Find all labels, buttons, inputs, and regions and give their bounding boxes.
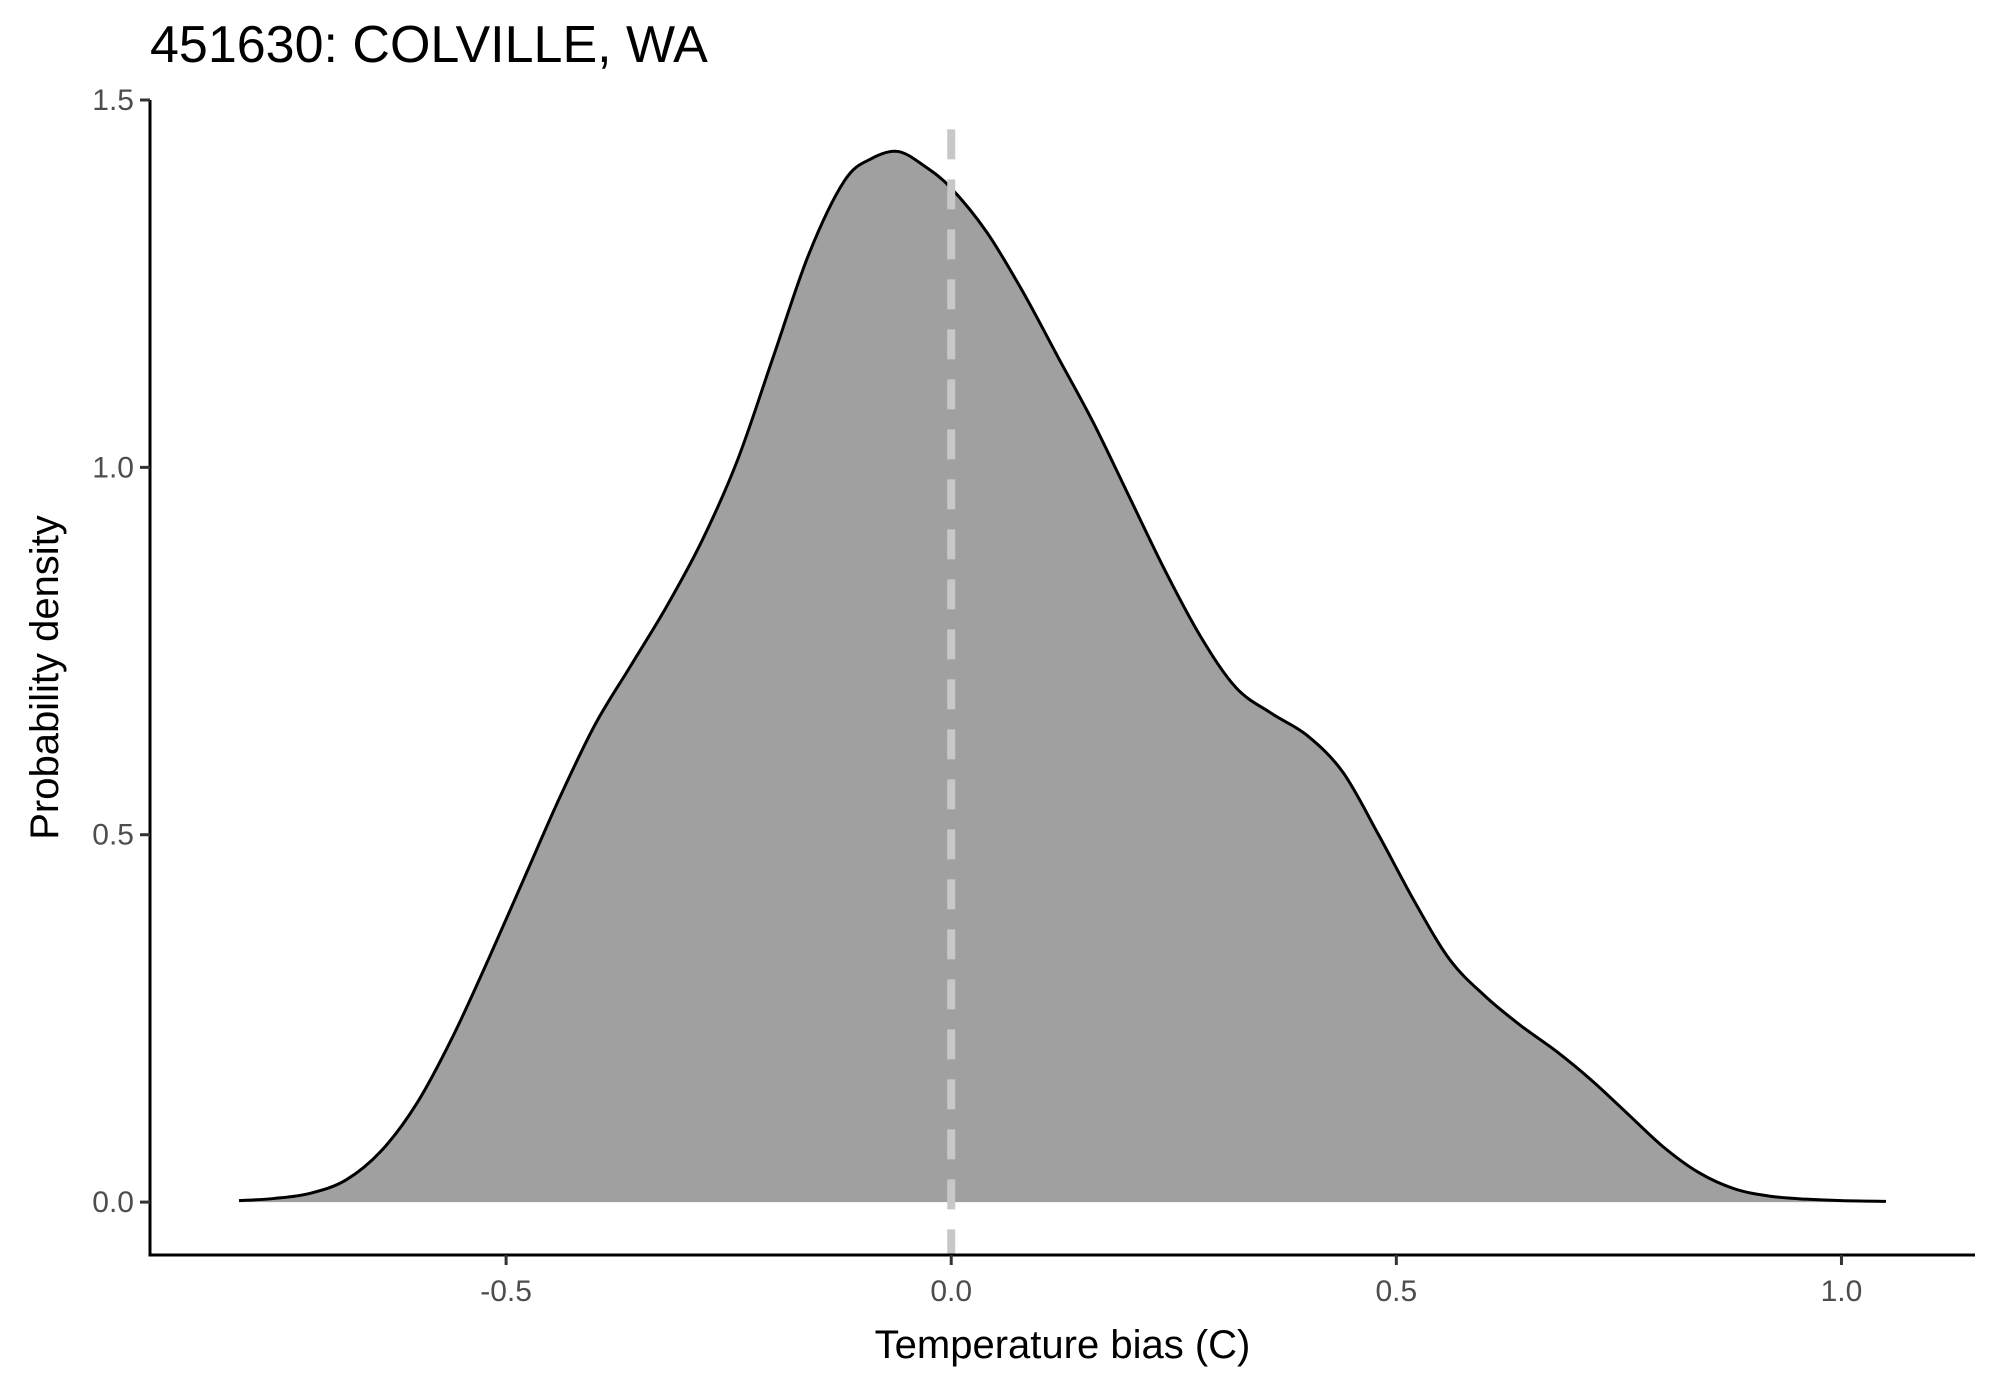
chart-title: 451630: COLVILLE, WA — [150, 16, 708, 74]
plot-area — [238, 129, 1887, 1255]
x-axis-ticks: -0.5 0.0 0.5 1.0 — [480, 1255, 1862, 1308]
x-tick-label: -0.5 — [480, 1275, 532, 1308]
density-curve — [238, 149, 1887, 1203]
y-axis-title: Probability density — [23, 515, 67, 840]
y-tick-label: 0.5 — [92, 819, 134, 852]
y-tick-label: 1.0 — [92, 451, 134, 484]
density-area — [239, 151, 1886, 1203]
y-axis-ticks: 0.0 0.5 1.0 1.5 — [92, 84, 150, 1219]
y-tick-label: 1.5 — [92, 84, 134, 117]
y-tick-label: 0.0 — [92, 1186, 134, 1219]
x-axis-title: Temperature bias (C) — [875, 1323, 1251, 1367]
x-tick-label: 0.5 — [1375, 1275, 1417, 1308]
x-tick-label: 0.0 — [930, 1275, 972, 1308]
x-tick-label: 1.0 — [1821, 1275, 1863, 1308]
axes: 0.0 0.5 1.0 1.5 -0.5 0.0 0.5 1.0 — [92, 84, 1975, 1308]
